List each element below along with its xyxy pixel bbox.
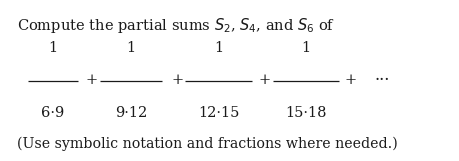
Text: +: + <box>344 74 356 87</box>
Text: 15·18: 15·18 <box>285 106 326 120</box>
Text: 12·15: 12·15 <box>197 106 239 120</box>
Text: 1: 1 <box>213 41 223 55</box>
Text: Compute the partial sums $S_2$, $S_4$, and $S_6$ of: Compute the partial sums $S_2$, $S_4$, a… <box>17 16 335 35</box>
Text: +: + <box>258 74 270 87</box>
Text: 1: 1 <box>301 41 310 55</box>
Text: 1: 1 <box>126 41 135 55</box>
Text: 9·12: 9·12 <box>115 106 147 120</box>
Text: ···: ··· <box>373 72 389 89</box>
Text: 6·9: 6·9 <box>41 106 64 120</box>
Text: 1: 1 <box>48 41 57 55</box>
Text: +: + <box>86 74 98 87</box>
Text: +: + <box>171 74 183 87</box>
Text: (Use symbolic notation and fractions where needed.): (Use symbolic notation and fractions whe… <box>17 137 397 151</box>
